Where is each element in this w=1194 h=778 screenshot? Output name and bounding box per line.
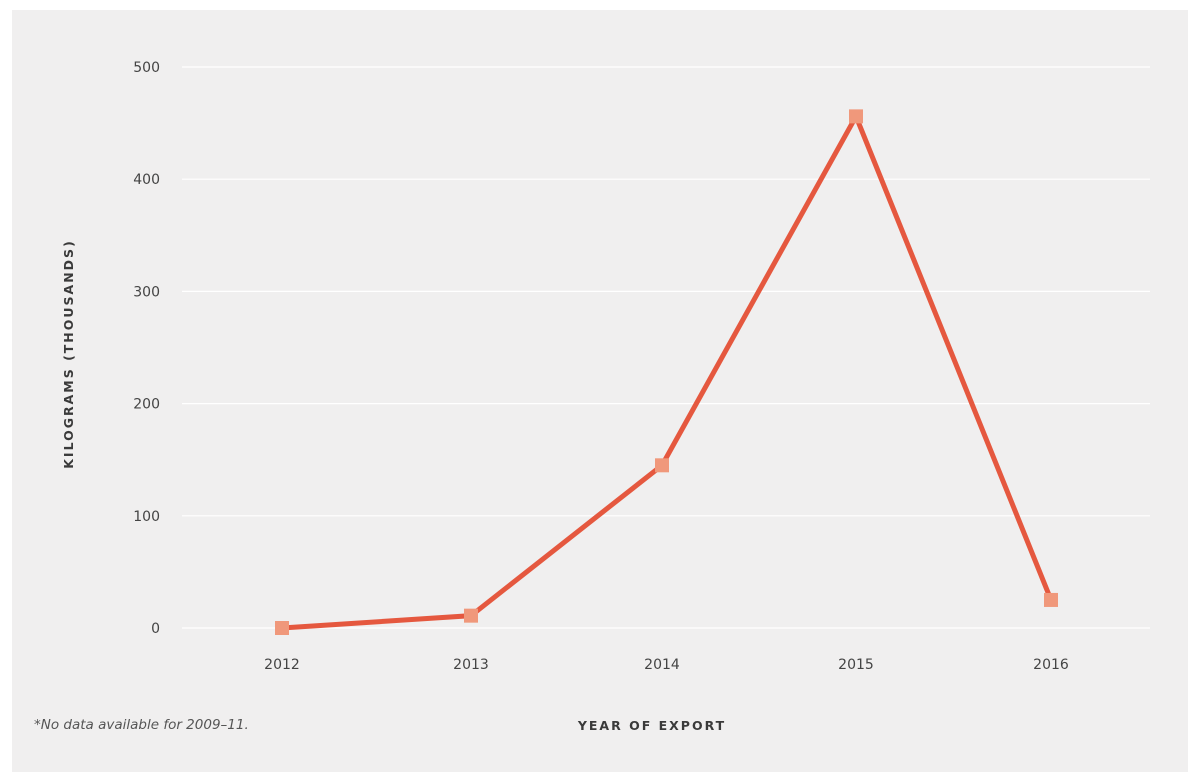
data-point-marker: [1044, 592, 1058, 607]
y-tick-label: 400: [133, 172, 160, 188]
x-tick-label: 2016: [1033, 657, 1069, 673]
data-point-marker: [275, 621, 289, 635]
x-tick-label: 2013: [453, 657, 489, 673]
x-axis-title: YEAR OF EXPORT: [577, 718, 726, 733]
gridlines: [182, 66, 1150, 629]
y-tick-labels: 0 100 200 300 400 500: [133, 60, 160, 637]
y-tick-label: 100: [133, 509, 160, 525]
series: [275, 109, 1058, 635]
series-line: [281, 110, 1054, 631]
y-tick-label: 0: [151, 621, 160, 637]
chart-panel: [12, 10, 1188, 772]
y-tick-label: 300: [133, 284, 160, 300]
footnote: *No data available for 2009–11.: [34, 717, 249, 733]
y-tick-label: 200: [133, 397, 160, 413]
y-axis-title: KILOGRAMS (THOUSANDS): [61, 239, 76, 469]
x-tick-labels: 2012 2013 2014 2015 2016: [264, 657, 1069, 673]
data-point-marker: [655, 458, 669, 473]
data-point-marker: [849, 109, 863, 124]
x-tick-label: 2012: [264, 657, 300, 673]
x-tick-label: 2015: [838, 657, 874, 673]
x-tick-label: 2014: [644, 657, 680, 673]
data-point-marker: [464, 608, 478, 623]
y-tick-label: 500: [133, 60, 160, 76]
